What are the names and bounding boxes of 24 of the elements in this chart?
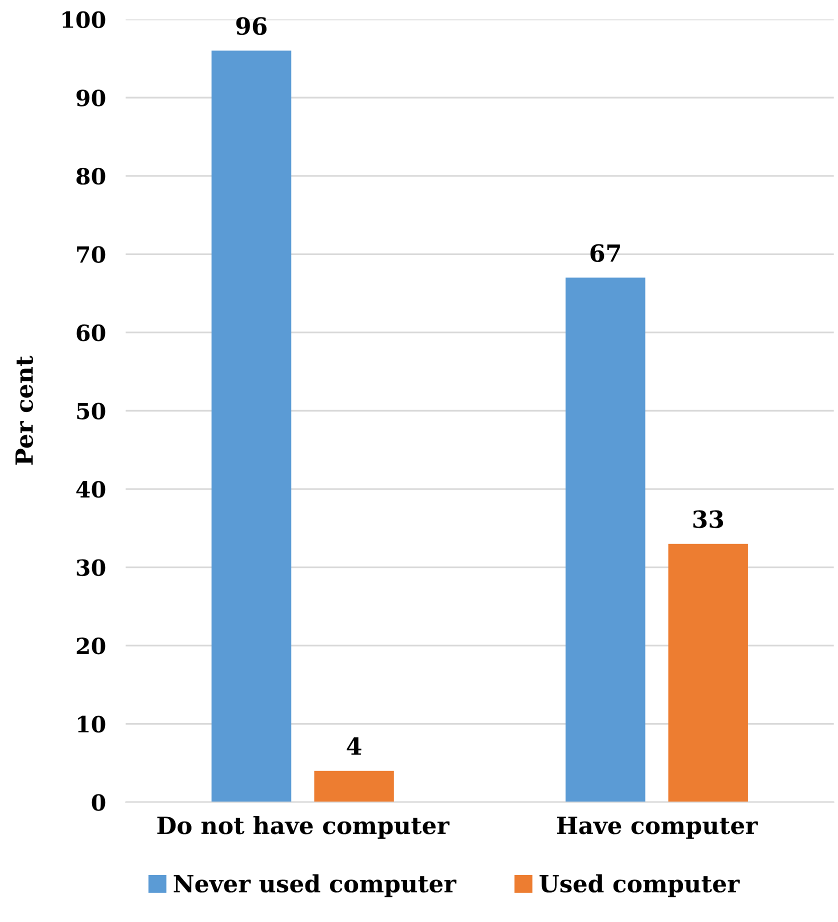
legend-label: Never used computer: [174, 874, 456, 898]
x-tick-label: Do not have computer: [157, 816, 450, 839]
data-label: 33: [693, 510, 724, 528]
y-tick-label: 10: [78, 716, 106, 733]
y-tick-label: 60: [76, 324, 106, 342]
data-label: 96: [236, 17, 267, 35]
data-label: 67: [590, 244, 620, 262]
x-tick-label: Have computer: [557, 816, 758, 839]
data-label: 4: [346, 737, 362, 755]
y-tick-label: 50: [77, 402, 106, 420]
y-tick-label: 90: [76, 90, 106, 106]
bar: [668, 544, 748, 802]
y-tick-label: 70: [77, 246, 106, 263]
y-axis-title: Per cent: [16, 356, 34, 465]
y-tick-label: 100: [62, 11, 106, 28]
legend-label: Used computer: [540, 874, 740, 898]
y-tick-label: 20: [76, 638, 106, 654]
bar: [566, 278, 646, 802]
y-tick-label: 30: [76, 559, 106, 576]
y-tick-label: 0: [92, 794, 106, 811]
bar: [314, 770, 394, 802]
y-tick-label: 80: [76, 168, 106, 185]
y-tick-label: 40: [76, 480, 106, 498]
bar: [212, 50, 292, 802]
